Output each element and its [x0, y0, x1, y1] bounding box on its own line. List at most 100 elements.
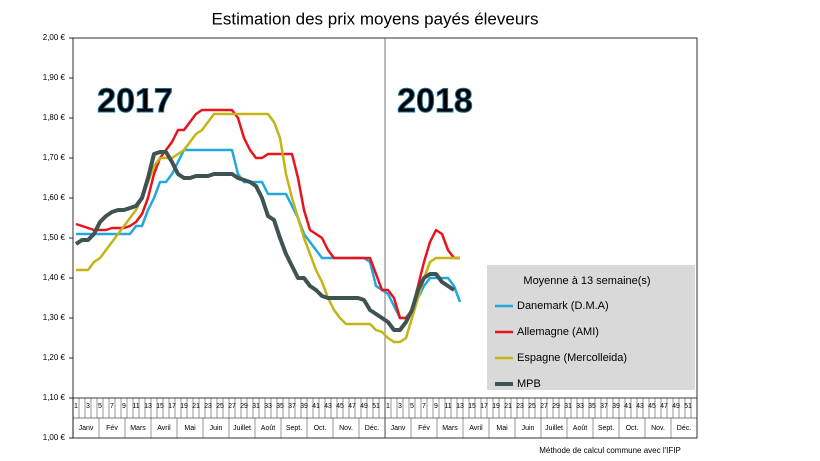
x-tick-label: 9: [434, 403, 438, 410]
x-tick-label: 41: [312, 403, 320, 410]
month-label: Sept.: [286, 425, 302, 432]
legend-label: Danemark (D.M.A): [517, 300, 609, 312]
x-tick-label: 45: [336, 403, 344, 410]
x-tick-label: 13: [144, 403, 152, 410]
x-tick-label: 27: [540, 403, 548, 410]
x-tick-label: 49: [360, 403, 368, 410]
chart-title: Estimation des prix moyens payés éleveur…: [212, 9, 539, 28]
x-tick-label: 31: [564, 403, 572, 410]
x-tick-label: 9: [122, 403, 126, 410]
x-tick-label: 37: [288, 403, 296, 410]
x-tick-label: 51: [372, 403, 380, 410]
month-label: Août: [573, 425, 587, 432]
x-tick-label: 33: [576, 403, 584, 410]
month-label: Oct.: [626, 425, 639, 432]
y-tick-label: 1,30 €: [43, 313, 66, 322]
month-label: Oct.: [314, 425, 327, 432]
x-tick-label: 31: [252, 403, 260, 410]
x-tick-label: 49: [672, 403, 680, 410]
x-tick-label: 3: [86, 403, 90, 410]
x-tick-label: 1: [74, 403, 78, 410]
legend-label: Espagne (Mercolleida): [517, 352, 627, 364]
y-tick-label: 1,60 €: [43, 193, 66, 202]
x-tick-label: 27: [228, 403, 236, 410]
month-label: Mars: [130, 425, 146, 432]
year-label: 2017: [97, 82, 173, 120]
month-label: Sept.: [598, 425, 614, 432]
y-tick-label: 1,00 €: [43, 433, 66, 442]
x-tick-label: 15: [468, 403, 476, 410]
series-line: [76, 148, 462, 320]
x-tick-label: 37: [600, 403, 608, 410]
month-label: Juillet: [233, 425, 251, 432]
y-tick-label: 1,50 €: [43, 233, 66, 242]
x-tick-label: 23: [516, 403, 524, 410]
y-tick-label: 1,70 €: [43, 153, 66, 162]
month-label: Mai: [184, 425, 196, 432]
x-tick-label: 5: [98, 403, 102, 410]
month-label: Août: [261, 425, 275, 432]
x-tick-label: 7: [110, 403, 114, 410]
x-tick-label: 45: [648, 403, 656, 410]
month-label: Janv: [79, 425, 94, 432]
x-tick-label: 29: [240, 403, 248, 410]
x-tick-label: 3: [398, 403, 402, 410]
y-tick-label: 1,40 €: [43, 273, 66, 282]
month-label: Fév: [418, 425, 430, 432]
series-line: [75, 108, 460, 320]
x-tick-label: 47: [660, 403, 668, 410]
x-tick-label: 11: [444, 403, 451, 410]
x-tick-label: 29: [552, 403, 560, 410]
y-tick-label: 1,20 €: [43, 353, 66, 362]
month-label: Nov.: [651, 425, 665, 432]
x-tick-label: 19: [180, 403, 188, 410]
x-tick-label: 51: [684, 403, 692, 410]
month-label: Avril: [469, 425, 483, 432]
x-tick-label: 47: [348, 403, 356, 410]
y-tick-label: 2,00 €: [43, 33, 66, 42]
legend-title: Moyenne à 13 semaine(s): [523, 275, 650, 287]
x-tick-label: 19: [492, 403, 500, 410]
x-tick-label: 7: [422, 403, 426, 410]
y-tick-label: 1,90 €: [43, 73, 66, 82]
month-label: Juin: [522, 425, 535, 432]
x-tick-label: 5: [410, 403, 414, 410]
x-tick-label: 35: [276, 403, 284, 410]
legend-label: Allemagne (AMI): [517, 326, 599, 338]
x-tick-label: 43: [636, 403, 644, 410]
x-tick-label: 41: [624, 403, 632, 410]
month-label: Mars: [442, 425, 458, 432]
year-label: 2018: [397, 82, 473, 120]
x-tick-label: 33: [264, 403, 272, 410]
x-tick-label: 23: [204, 403, 212, 410]
x-tick-label: 11: [132, 403, 139, 410]
series-line: [74, 150, 456, 332]
x-tick-label: 43: [324, 403, 332, 410]
month-label: Juin: [210, 425, 223, 432]
month-label: Nov.: [339, 425, 353, 432]
x-tick-label: 25: [528, 403, 536, 410]
month-label: Janv: [391, 425, 406, 432]
x-tick-label: 39: [300, 403, 308, 410]
x-tick-label: 15: [156, 403, 164, 410]
month-label: Déc.: [677, 425, 691, 432]
x-tick-label: 21: [192, 403, 200, 410]
month-label: Fév: [106, 425, 118, 432]
x-tick-label: 35: [588, 403, 596, 410]
x-tick-label: 39: [612, 403, 620, 410]
y-tick-label: 1,80 €: [43, 113, 66, 122]
month-label: Juillet: [545, 425, 563, 432]
legend-box: [487, 265, 695, 390]
x-tick-label: 13: [456, 403, 464, 410]
x-tick-label: 21: [504, 403, 512, 410]
footnote: Méthode de calcul commune avec l'IFIP: [539, 446, 681, 455]
month-label: Avril: [157, 425, 171, 432]
month-label: Mai: [496, 425, 508, 432]
x-tick-label: 1: [386, 403, 390, 410]
month-label: Déc.: [365, 425, 379, 432]
x-tick-label: 17: [168, 403, 176, 410]
x-tick-label: 25: [216, 403, 224, 410]
y-tick-label: 1,10 €: [43, 393, 66, 402]
